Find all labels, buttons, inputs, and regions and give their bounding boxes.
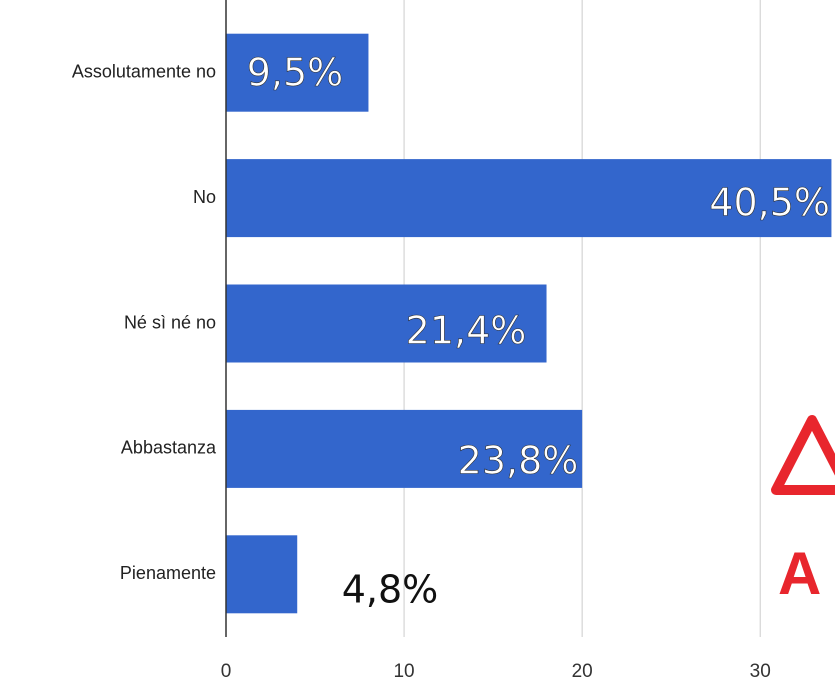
warning-icon <box>771 415 835 495</box>
annotation: 40,5% <box>709 181 830 225</box>
bar <box>226 535 298 614</box>
bar <box>226 409 583 488</box>
x-tick-label: 20 <box>572 661 593 682</box>
annotation: 21,4% <box>406 309 527 353</box>
y-tick-label: Assolutamente no <box>72 61 216 81</box>
x-tick-label: 30 <box>750 661 771 682</box>
y-tick-label: Né sì né no <box>124 312 216 332</box>
watermark: A <box>778 540 821 607</box>
x-tick-label: 0 <box>221 661 232 682</box>
y-tick-label: No <box>193 187 216 207</box>
bar <box>226 284 547 363</box>
annotation: 23,8% <box>458 439 579 483</box>
x-tick-label: 10 <box>393 661 414 682</box>
annotation: 9,5% <box>247 51 344 95</box>
annotation: 4,8% <box>342 568 439 612</box>
y-tick-label: Abbastanza <box>121 438 217 458</box>
y-tick-label: Pienamente <box>120 563 216 583</box>
bar <box>226 33 369 112</box>
bar <box>226 159 832 238</box>
